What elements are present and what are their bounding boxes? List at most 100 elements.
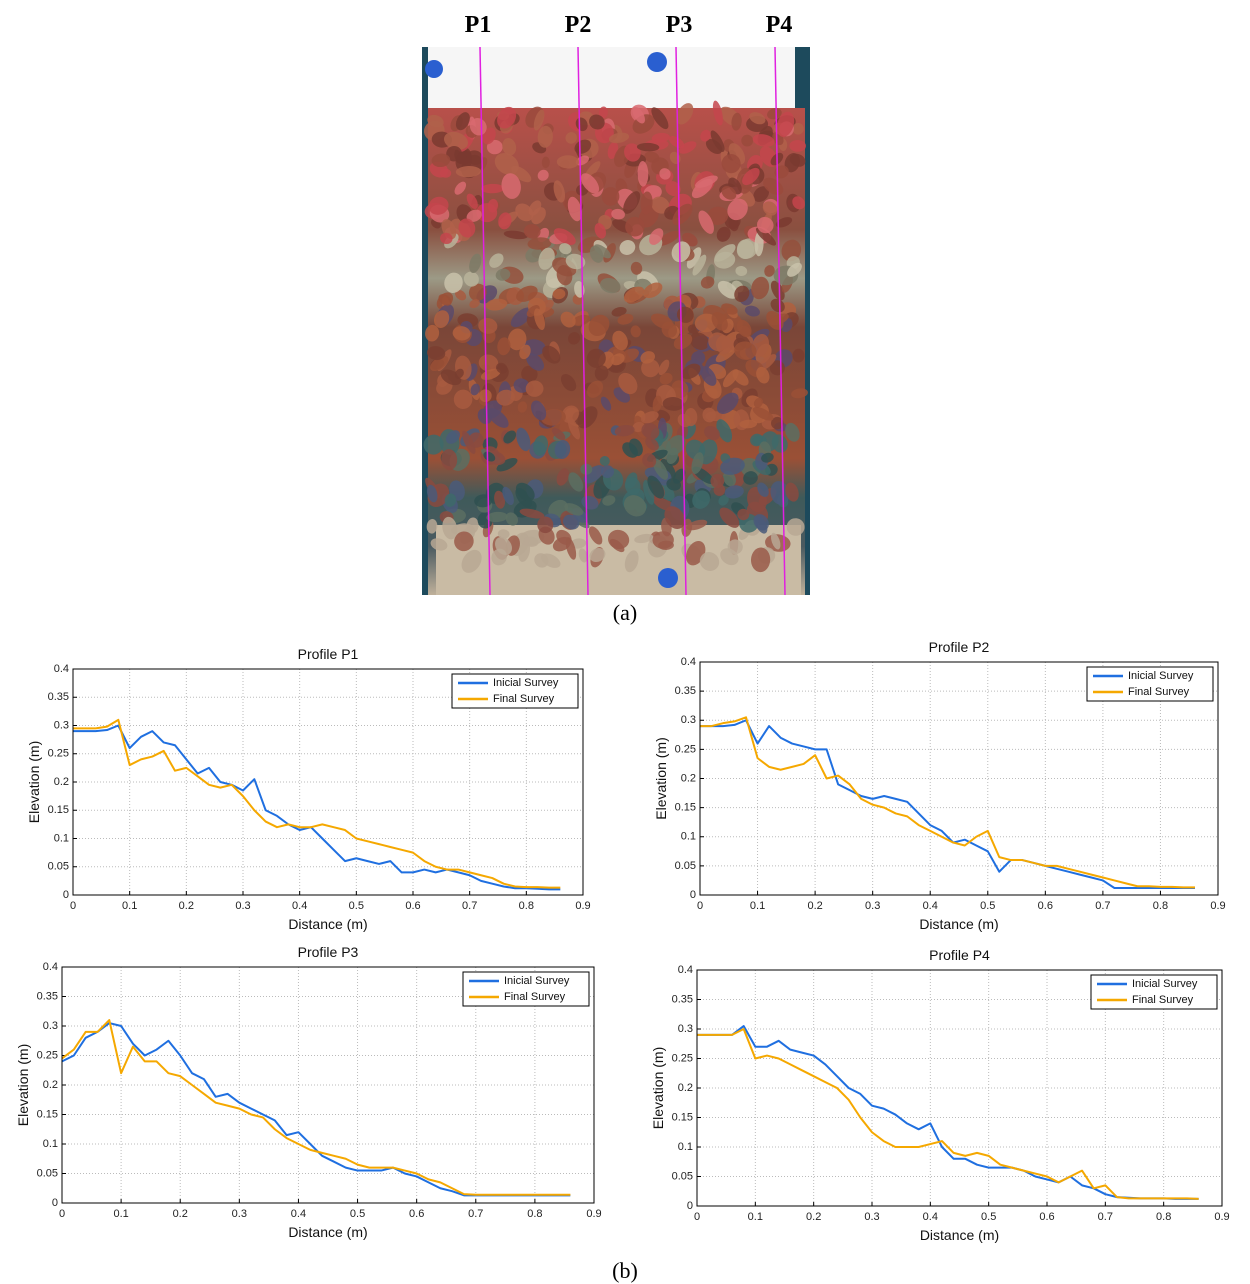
x-tick-label: 0.8 xyxy=(1153,900,1168,912)
profile-label: P4 xyxy=(766,12,793,38)
y-tick-label: 0.1 xyxy=(54,832,69,844)
y-axis-label: Elevation (m) xyxy=(650,1047,666,1129)
x-tick-label: 0.4 xyxy=(923,1211,938,1223)
y-tick-label: 0.2 xyxy=(43,1079,58,1091)
x-tick-label: 0.9 xyxy=(575,900,590,912)
panel-label: (a) xyxy=(613,600,637,625)
y-tick-label: 0.25 xyxy=(675,743,696,755)
x-tick-label: 0 xyxy=(59,1208,65,1220)
chart-title: Profile P2 xyxy=(929,639,990,655)
x-tick-label: 0.7 xyxy=(1095,900,1110,912)
legend-label: Inicial Survey xyxy=(1132,978,1198,990)
x-tick-label: 0.7 xyxy=(1098,1211,1113,1223)
profile-label: P2 xyxy=(565,12,592,38)
y-tick-label: 0.3 xyxy=(681,714,696,726)
y-tick-label: 0.35 xyxy=(48,691,69,703)
x-tick-label: 0.5 xyxy=(350,1208,365,1220)
x-tick-label: 0.4 xyxy=(923,900,938,912)
x-tick-label: 0.9 xyxy=(586,1208,601,1220)
y-tick-label: 0.3 xyxy=(54,719,69,731)
x-tick-label: 0.9 xyxy=(1214,1211,1229,1223)
page: P1 P2 P3 P4 (a) (b) 0 0.1 0.2 0.3 0.4 0.5 0.6 0… xyxy=(0,0,1250,1284)
x-axis-label: Distance (m) xyxy=(920,1227,999,1243)
chart: 00.10.20.30.40.50.60.70.80.900.050.10.15… xyxy=(650,947,1230,1243)
legend-label: Inicial Survey xyxy=(1128,670,1194,682)
photo-white-strip xyxy=(428,47,795,110)
y-tick-label: 0.4 xyxy=(43,961,58,973)
marker xyxy=(647,52,667,72)
y-tick-label: 0.15 xyxy=(48,804,69,816)
x-tick-label: 0.5 xyxy=(980,900,995,912)
y-tick-label: 0.1 xyxy=(678,1141,693,1153)
y-tick-label: 0.4 xyxy=(681,656,696,668)
panel-label: (b) xyxy=(612,1258,638,1283)
x-tick-label: 0.5 xyxy=(981,1211,996,1223)
x-tick-label: 0.3 xyxy=(232,1208,247,1220)
x-tick-label: 0.8 xyxy=(527,1208,542,1220)
chart-title: Profile P1 xyxy=(298,646,359,662)
y-tick-label: 0.05 xyxy=(672,1170,693,1182)
legend-label: Inicial Survey xyxy=(504,975,570,987)
y-tick-label: 0 xyxy=(63,889,69,901)
y-tick-label: 0.4 xyxy=(54,663,69,675)
x-axis-label: Distance (m) xyxy=(288,916,367,932)
y-tick-label: 0.15 xyxy=(37,1108,58,1120)
x-tick-label: 0.4 xyxy=(292,900,307,912)
legend-label: Final Survey xyxy=(504,991,566,1003)
x-tick-label: 0.2 xyxy=(807,900,822,912)
y-tick-label: 0.3 xyxy=(43,1020,58,1032)
x-tick-label: 0.6 xyxy=(1038,900,1053,912)
y-tick-label: 0.35 xyxy=(37,990,58,1002)
y-tick-label: 0.25 xyxy=(48,748,69,760)
chart-title: Profile P4 xyxy=(929,947,990,963)
x-tick-label: 0 xyxy=(70,900,76,912)
x-tick-label: 0.3 xyxy=(865,900,880,912)
y-tick-label: 0.05 xyxy=(37,1167,58,1179)
x-tick-label: 0.1 xyxy=(122,900,137,912)
chart: 00.10.20.30.40.50.60.70.80.900.050.10.15… xyxy=(15,944,602,1240)
profile-label: P3 xyxy=(666,12,693,38)
y-tick-label: 0.2 xyxy=(681,772,696,784)
y-tick-label: 0.25 xyxy=(37,1049,58,1061)
y-tick-label: 0.25 xyxy=(672,1052,693,1064)
y-axis-label: Elevation (m) xyxy=(26,741,42,823)
legend-label: Final Survey xyxy=(493,693,555,705)
y-tick-label: 0 xyxy=(690,889,696,901)
profile-label: P1 xyxy=(465,12,492,38)
legend-label: Final Survey xyxy=(1128,686,1190,698)
x-tick-label: 0.8 xyxy=(1156,1211,1171,1223)
x-tick-label: 0.6 xyxy=(409,1208,424,1220)
x-tick-label: 0.6 xyxy=(405,900,420,912)
x-tick-label: 0.3 xyxy=(864,1211,879,1223)
x-tick-label: 0.1 xyxy=(750,900,765,912)
y-tick-label: 0 xyxy=(52,1197,58,1209)
marker xyxy=(425,60,443,78)
x-tick-label: 0.4 xyxy=(291,1208,306,1220)
x-tick-label: 0.6 xyxy=(1039,1211,1054,1223)
x-tick-label: 0.7 xyxy=(462,900,477,912)
marker xyxy=(658,568,678,588)
y-tick-label: 0.2 xyxy=(678,1082,693,1094)
y-tick-label: 0.3 xyxy=(678,1023,693,1035)
x-tick-label: 0.8 xyxy=(519,900,534,912)
y-tick-label: 0.4 xyxy=(678,964,693,976)
y-tick-label: 0.35 xyxy=(675,685,696,697)
y-axis-label: Elevation (m) xyxy=(15,1044,31,1126)
y-tick-label: 0.05 xyxy=(675,860,696,872)
figure: P1 P2 P3 P4 (a) (b) 0 0.1 0.2 0.3 0.4 0.5 0.6 0… xyxy=(0,0,1250,1284)
y-tick-label: 0.1 xyxy=(43,1138,58,1150)
stone xyxy=(601,465,614,478)
x-tick-label: 0 xyxy=(694,1211,700,1223)
x-axis-label: Distance (m) xyxy=(919,916,998,932)
y-tick-label: 0.15 xyxy=(672,1111,693,1123)
photo xyxy=(419,47,810,595)
y-axis-label: Elevation (m) xyxy=(653,737,669,819)
y-tick-label: 0.35 xyxy=(672,993,693,1005)
y-tick-label: 0 xyxy=(687,1200,693,1212)
chart-title: Profile P3 xyxy=(298,944,359,960)
y-tick-label: 0.2 xyxy=(54,776,69,788)
x-tick-label: 0.1 xyxy=(113,1208,128,1220)
x-tick-label: 0.2 xyxy=(173,1208,188,1220)
